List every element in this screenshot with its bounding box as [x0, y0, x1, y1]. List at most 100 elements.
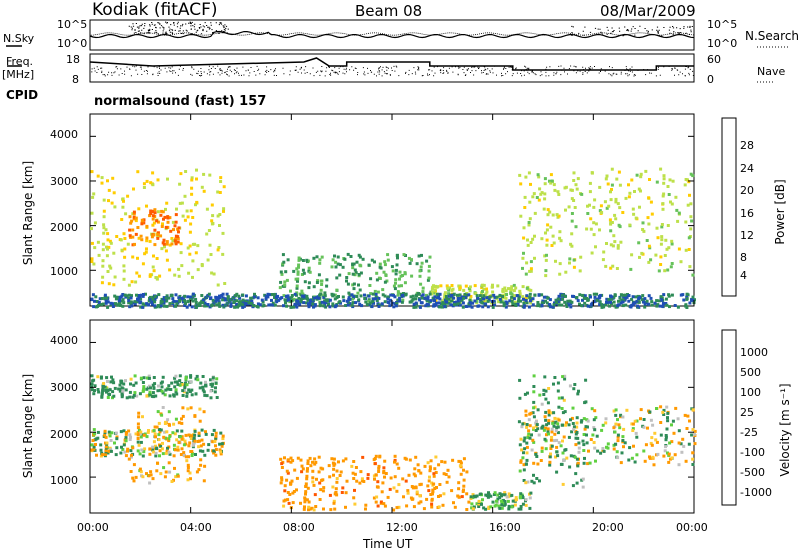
power-cell — [358, 255, 362, 259]
velocity-cell — [613, 430, 617, 434]
power-cell — [278, 286, 282, 290]
power-cell — [93, 299, 96, 303]
velocity-cell — [532, 473, 535, 477]
power-cell — [336, 255, 340, 259]
power-cell — [221, 298, 225, 302]
power-cell — [508, 299, 512, 303]
velocity-cell — [574, 472, 578, 476]
velocity-cell — [195, 470, 199, 474]
power-cell — [440, 299, 444, 303]
velocity-cell — [565, 456, 569, 460]
velocity-cell — [167, 410, 171, 414]
velocity-cell — [462, 457, 466, 461]
velocity-cell — [434, 471, 438, 474]
power-cell — [560, 293, 564, 297]
velocity-cell — [319, 488, 323, 492]
power-cell — [306, 259, 310, 263]
velocity-cell — [299, 458, 303, 462]
velocity-cell — [556, 381, 560, 385]
power-cell — [135, 293, 138, 297]
power-cell — [642, 300, 646, 304]
velocity-cell — [314, 505, 318, 508]
power-cell — [659, 263, 663, 266]
power-cell — [540, 301, 544, 305]
power-cell — [286, 258, 290, 262]
velocity-cell — [495, 499, 498, 503]
velocity-cell — [457, 495, 461, 499]
power-cell — [392, 284, 396, 288]
power-cell — [113, 294, 117, 298]
velocity-cell — [503, 493, 507, 497]
nsearch-tick-bottom: 10^0 — [707, 37, 738, 50]
velocity-cell — [507, 504, 511, 508]
power-cell — [510, 295, 514, 299]
power-cell — [233, 298, 237, 302]
power-cell — [183, 294, 187, 298]
velocity-cell — [556, 389, 560, 393]
power-cell — [323, 291, 327, 295]
power-cell — [302, 301, 306, 305]
power-cell — [183, 194, 187, 198]
velocity-cell — [568, 465, 572, 469]
power-cell — [226, 298, 230, 301]
power-cell — [604, 264, 608, 268]
power-cell — [136, 300, 140, 304]
power-cell — [582, 296, 586, 300]
power-cell — [148, 274, 152, 278]
power-cell — [558, 262, 562, 266]
velocity-cell — [615, 450, 619, 454]
velocity-cell — [574, 436, 578, 440]
power-cell — [360, 304, 364, 308]
velocity-cell — [168, 394, 172, 398]
power-cell — [229, 304, 233, 308]
velocity-cell — [332, 499, 336, 503]
velocity-cell — [102, 382, 106, 385]
power-cell — [468, 304, 472, 308]
velocity-cell — [618, 426, 622, 430]
velocity-cell — [187, 433, 191, 437]
power-cell — [376, 290, 380, 294]
power-cell — [458, 303, 462, 307]
power-cell — [443, 295, 447, 299]
power-cell — [142, 186, 146, 189]
velocity-cell — [141, 433, 145, 437]
nave-label: Nave — [757, 65, 786, 78]
power-cell — [318, 303, 322, 307]
power-cell — [449, 294, 453, 297]
velocity-cell — [305, 469, 309, 473]
velocity-cell — [104, 388, 108, 392]
velocity-cell — [584, 378, 588, 382]
power-cell — [113, 205, 117, 209]
power-cell — [226, 295, 230, 299]
power-cell — [100, 297, 104, 300]
power-cell — [235, 302, 239, 306]
velocity-cell — [124, 454, 128, 458]
power-cell — [688, 301, 692, 305]
power-cell — [540, 237, 544, 241]
velocity-cell — [462, 488, 465, 492]
velocity-ytick-4000: 4000 — [50, 334, 78, 347]
power-cell — [531, 237, 535, 241]
velocity-cell — [312, 483, 316, 487]
power-cell — [634, 216, 638, 220]
power-cell — [139, 234, 143, 238]
velocity-cell — [650, 436, 654, 440]
power-cell — [188, 244, 192, 248]
velocity-cell — [149, 470, 153, 474]
power-cell — [548, 179, 551, 183]
power-cell — [498, 293, 502, 297]
velocity-cell — [364, 503, 368, 507]
power-cell — [467, 287, 471, 291]
velocity-cell — [152, 440, 156, 444]
velocity-cell — [428, 469, 432, 473]
power-cell — [293, 304, 296, 308]
power-cell — [391, 269, 395, 273]
power-cell — [141, 262, 145, 266]
power-cell — [544, 231, 547, 235]
power-cell — [536, 173, 540, 177]
power-cell — [156, 236, 160, 240]
power-cell — [377, 276, 381, 280]
power-cell — [102, 215, 106, 219]
power-cell — [176, 240, 180, 244]
velocity-cell — [532, 385, 536, 388]
